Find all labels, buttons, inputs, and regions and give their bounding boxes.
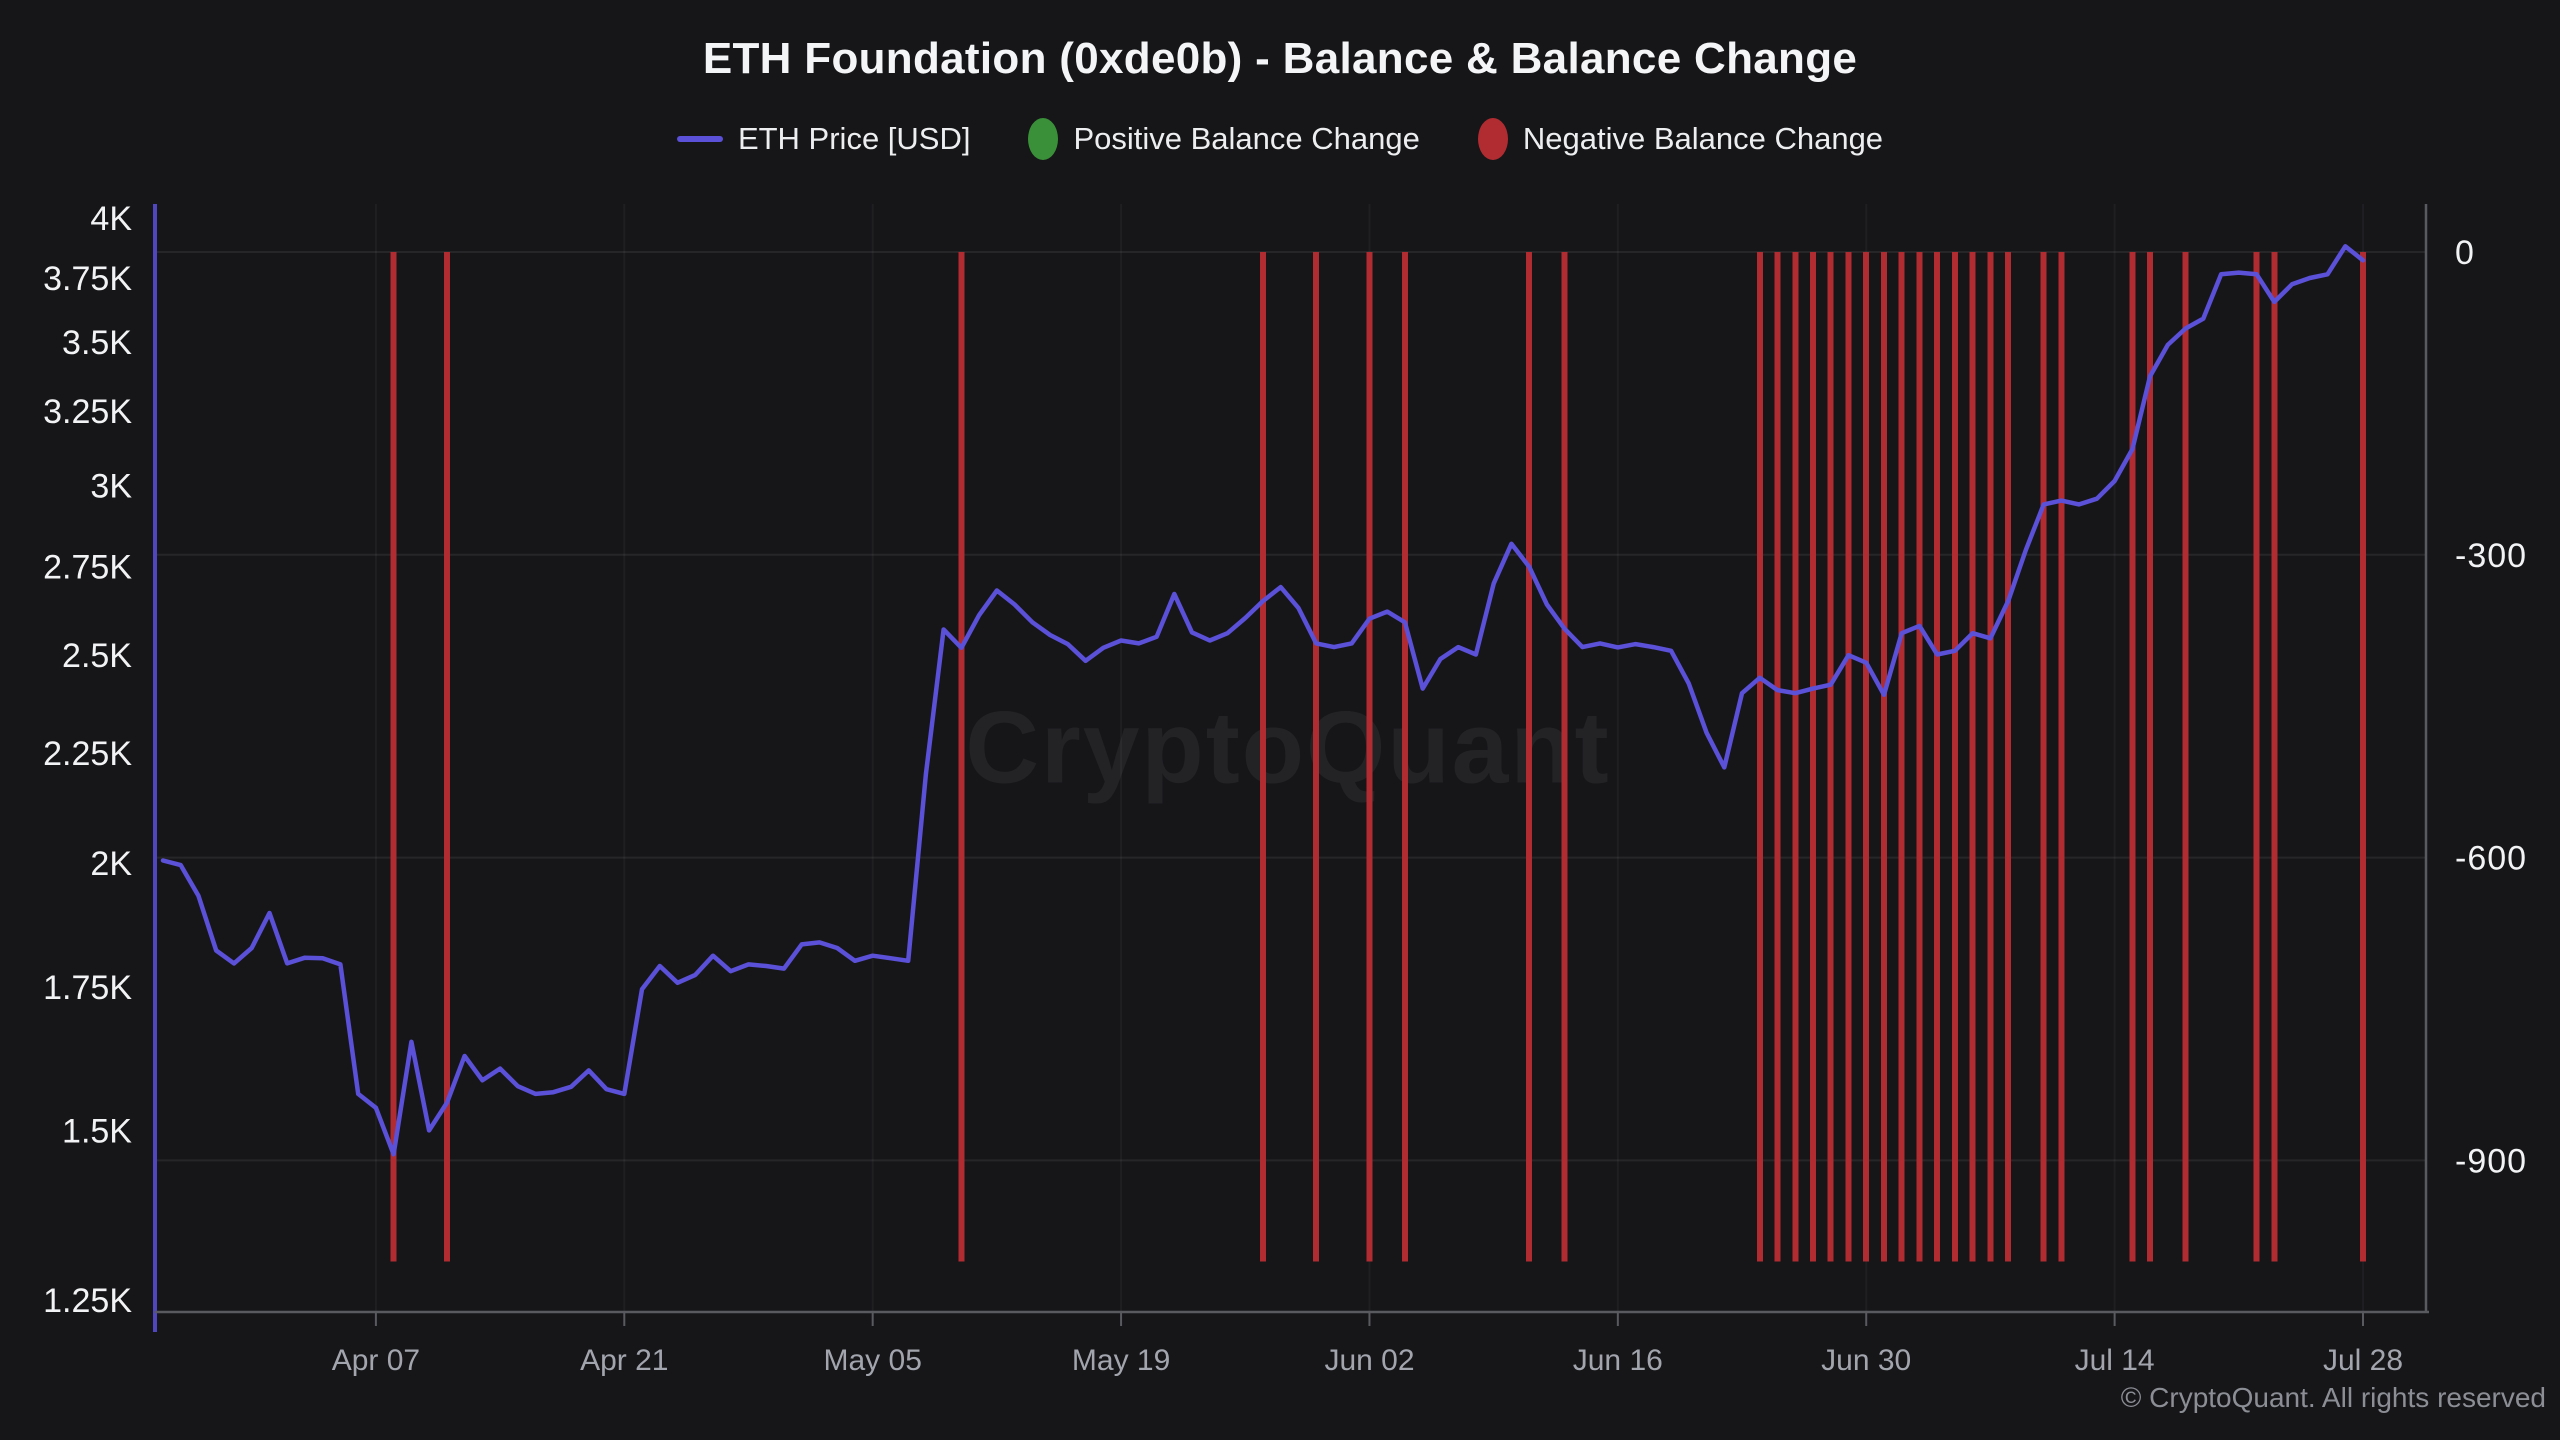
- legend-label-eth-price: ETH Price [USD]: [737, 121, 971, 156]
- x-axis-label-apr-07: Apr 07: [332, 1344, 420, 1377]
- x-axis-label-jul-14: Jul 14: [2075, 1344, 2155, 1377]
- y-left-label-1.25k: 1.25K: [43, 1282, 132, 1320]
- negative-balance-bar-jun-30: [1863, 252, 1870, 1262]
- negative-balance-bar-jun-29: [1845, 252, 1852, 1262]
- negative-balance-bar-jul-28: [2360, 252, 2366, 1262]
- legend-item-eth-price[interactable]: ETH Price [USD]: [676, 121, 971, 157]
- chart-title: ETH Foundation (0xde0b) - Balance & Bala…: [702, 34, 1858, 83]
- x-axis-label-may-05: May 05: [824, 1344, 922, 1377]
- y-left-label-3.25k: 3.25K: [43, 393, 132, 431]
- negative-balance-bar-jul-01: [1881, 252, 1887, 1262]
- y-left-label-2k: 2K: [90, 845, 132, 883]
- y-left-label-3.75k: 3.75K: [43, 260, 132, 298]
- negative-balance-bar-jul-05: [1951, 252, 1958, 1262]
- y-left-label-3k: 3K: [90, 468, 132, 506]
- negative-balance-bar-jun-28: [1827, 252, 1834, 1262]
- circle-swatch-icon: [1028, 118, 1059, 160]
- y-right-label-0: 0: [2455, 234, 2475, 272]
- y-left-label-2.5k: 2.5K: [62, 637, 132, 675]
- negative-balance-bar-jul-18: [2182, 252, 2189, 1262]
- negative-balance-bar-jun-11: [1526, 252, 1533, 1262]
- negative-balance-bar-jul-16: [2147, 252, 2154, 1262]
- negative-balance-bar-jun-27: [1810, 252, 1816, 1262]
- y-left-label-2.75k: 2.75K: [43, 549, 132, 587]
- negative-balance-bar-jun-04: [1401, 252, 1408, 1262]
- y-left-label-1.5k: 1.5K: [62, 1112, 132, 1150]
- negative-balance-bar-apr-08: [390, 252, 397, 1262]
- x-axis-label-may-19: May 19: [1072, 1344, 1170, 1377]
- x-axis-label-apr-21: Apr 21: [580, 1344, 668, 1377]
- legend-item-positive-balance-change[interactable]: Positive Balance Change: [1028, 118, 1420, 160]
- y-right-label--600: -600: [2455, 840, 2527, 878]
- negative-balance-bar-jun-25: [1774, 252, 1781, 1262]
- negative-balance-bar-jul-11: [2058, 252, 2065, 1262]
- y-right-label--900: -900: [2455, 1142, 2527, 1180]
- line-swatch-icon: [676, 136, 723, 142]
- negative-balance-bar-jun-26: [1792, 252, 1799, 1262]
- legend-label-positive-balance-change: Positive Balance Change: [1073, 121, 1420, 156]
- negative-balance-bar-jul-02: [1898, 252, 1905, 1262]
- eth-price-line: [160, 244, 2366, 1157]
- legend-label-negative-balance-change: Negative Balance Change: [1522, 121, 1884, 156]
- negative-balance-bar-jul-08: [2005, 252, 2012, 1262]
- legend-item-negative-balance-change[interactable]: Negative Balance Change: [1477, 118, 1884, 160]
- negative-balance-bar-jul-23: [2271, 252, 2278, 1262]
- negative-balance-bar-jul-03: [1916, 252, 1923, 1262]
- y-left-label-4k: 4K: [90, 200, 132, 238]
- negative-balance-bar-apr-11: [443, 252, 450, 1262]
- legend: ETH Price [USD] Positive Balance Change …: [0, 118, 2560, 160]
- y-left-label-3.5k: 3.5K: [62, 324, 132, 362]
- negative-balance-bar-jul-07: [1987, 252, 1994, 1262]
- negative-balance-bar-jul-22: [2253, 252, 2260, 1262]
- watermark: CryptoQuant: [965, 690, 1611, 805]
- negative-balance-bar-may-10: [958, 252, 965, 1262]
- x-axis-label-jun-30: Jun 30: [1821, 1344, 1911, 1377]
- y-left-label-1.75k: 1.75K: [43, 969, 132, 1007]
- negative-balance-bar-jul-04: [1934, 252, 1941, 1262]
- negative-balance-bar-jul-10: [2040, 252, 2047, 1262]
- x-axis-label-jun-16: Jun 16: [1573, 1344, 1663, 1377]
- negative-balance-bar-jun-24: [1756, 252, 1763, 1262]
- negative-balance-bar-jul-06: [1969, 252, 1976, 1262]
- negative-balance-bar-jul-15: [2129, 252, 2136, 1262]
- negative-balance-bar-jun-13: [1561, 252, 1568, 1262]
- y-right-label--300: -300: [2455, 537, 2527, 575]
- x-axis-label-jun-02: Jun 02: [1324, 1344, 1414, 1377]
- copyright: © CryptoQuant. All rights reserved: [2120, 1382, 2546, 1413]
- negative-balance-bar-may-30: [1313, 252, 1320, 1262]
- circle-swatch-icon: [1477, 118, 1508, 160]
- negative-balance-bar-jun-02: [1366, 252, 1373, 1262]
- x-axis-label-jul-28: Jul 28: [2323, 1344, 2403, 1377]
- negative-balance-bar-may-27: [1260, 252, 1266, 1262]
- y-left-label-2.25k: 2.25K: [43, 735, 132, 773]
